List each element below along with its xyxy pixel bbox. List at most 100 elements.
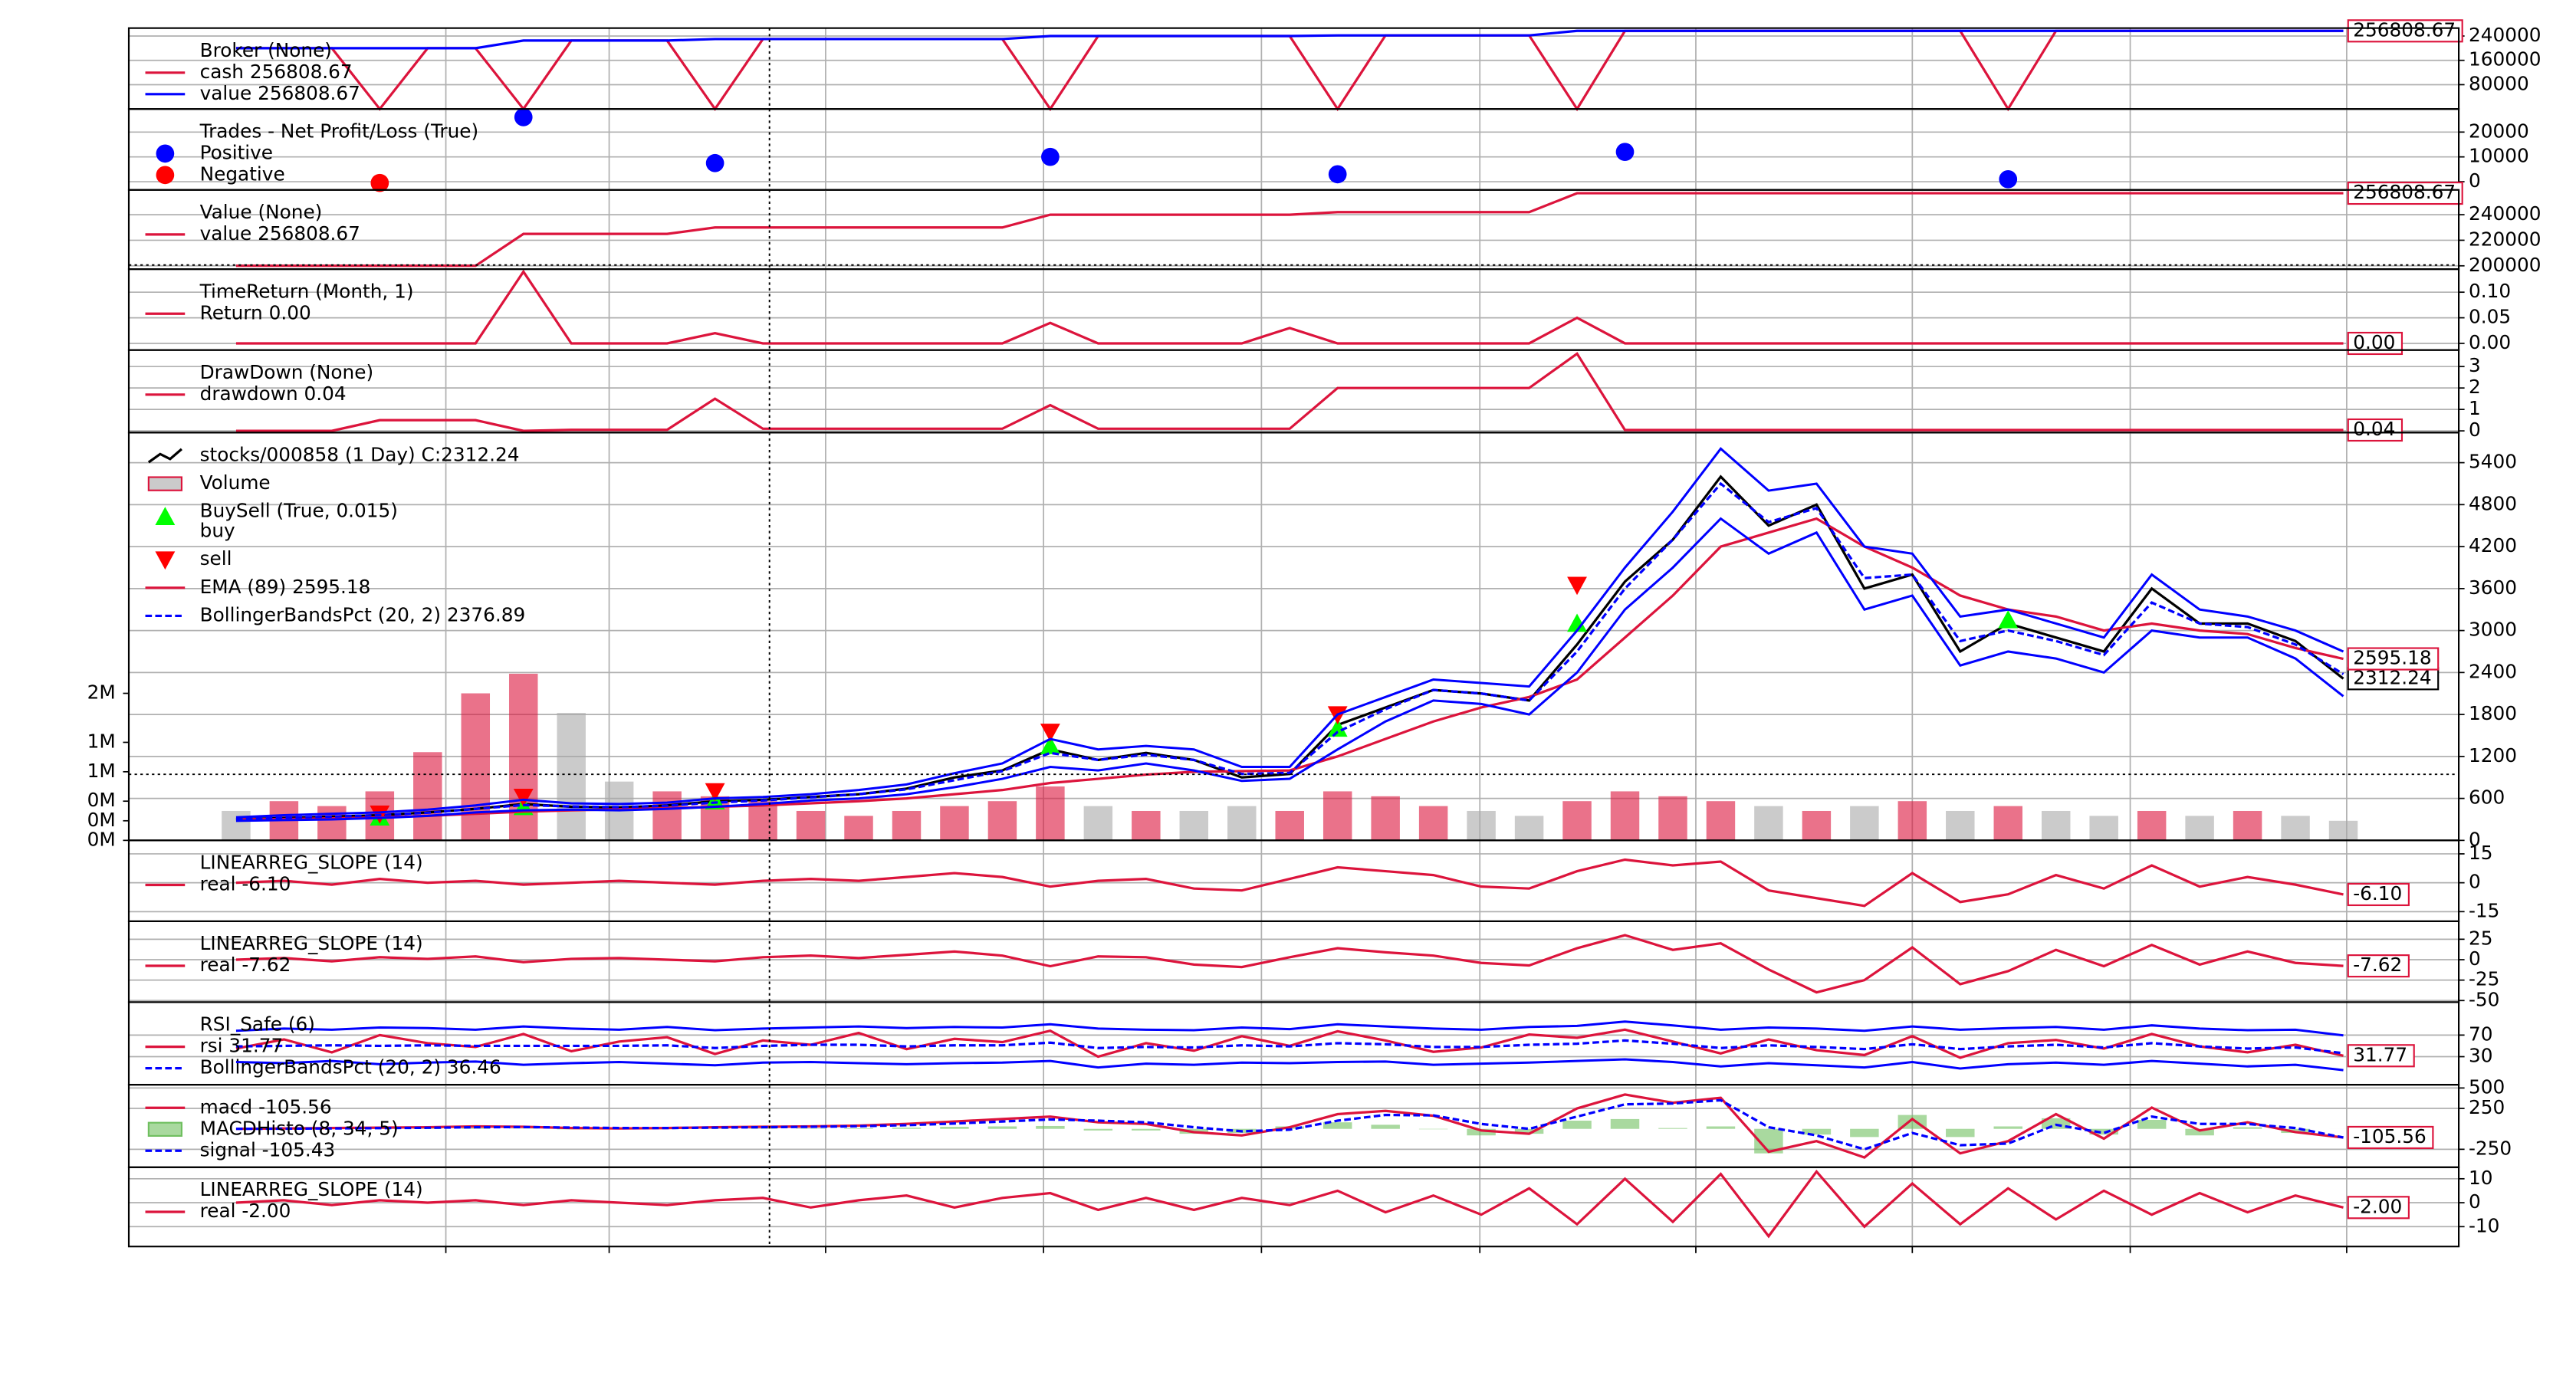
legend-label: Positive (200, 141, 273, 163)
value-label: -105.56 (2353, 1125, 2426, 1147)
bar (413, 752, 442, 841)
y-tick-label: 0 (2469, 169, 2481, 192)
legend-label: EMA (89) 2595.18 (200, 576, 371, 598)
bar (796, 810, 826, 841)
y-tick-label: 250 (2469, 1096, 2505, 1118)
bar (1658, 1128, 1687, 1129)
value-box (2347, 667, 2440, 691)
legend-icon (155, 551, 176, 570)
bar (1946, 810, 1975, 841)
band-upper (235, 1020, 2344, 1037)
y2-tick-label: 2M (87, 681, 116, 704)
bar (1610, 1118, 1640, 1129)
buy-marker (1040, 736, 1060, 754)
bar (748, 801, 777, 841)
bar (1850, 806, 1879, 841)
value-label: -7.62 (2353, 954, 2402, 976)
value-label: -2.00 (2353, 1195, 2402, 1217)
y-tick-label: 3 (2469, 354, 2481, 376)
bar (1802, 1128, 1832, 1135)
bar (2137, 810, 2167, 841)
bar (1706, 801, 1736, 841)
bar (1610, 791, 1640, 841)
y-tick-label: -25 (2469, 968, 2499, 990)
legend-icon (155, 507, 176, 525)
y-tick-label: 10000 (2469, 145, 2529, 167)
y-tick-label: 2400 (2469, 660, 2517, 682)
bar (1754, 806, 1783, 841)
y-tick-label: 0 (2469, 1190, 2481, 1213)
bar (940, 1127, 969, 1129)
bar (1418, 1128, 1448, 1130)
legend-title: Value (None) (200, 201, 323, 223)
bar (1083, 1128, 1113, 1131)
sell-marker (1567, 576, 1587, 596)
value-box (2347, 1125, 2434, 1150)
legend-title: LINEARREG_SLOPE (14) (200, 932, 423, 954)
value-label: 2595.18 (2353, 647, 2431, 669)
legend-icon (147, 448, 182, 464)
y2-tick-label: 0M (87, 809, 116, 831)
band-lower (235, 1058, 2344, 1072)
bar (987, 801, 1017, 841)
dot (370, 173, 389, 192)
legend-title: LINEARREG_SLOPE (14) (200, 852, 423, 874)
bar (1322, 1122, 1352, 1129)
y-tick-label: 0 (2469, 947, 2481, 970)
bar (508, 673, 538, 841)
value-box (2347, 418, 2404, 442)
legend-label: Return 0.00 (200, 301, 311, 323)
y-tick-label: 30 (2469, 1045, 2493, 1067)
bar (557, 713, 586, 841)
y-tick-label: -15 (2469, 899, 2499, 921)
y-tick-label: 25 (2469, 927, 2493, 949)
series-line (235, 269, 2344, 345)
bar (1898, 801, 1927, 841)
y-tick-label: 0.10 (2469, 280, 2511, 302)
y-tick-label: 240000 (2469, 202, 2541, 225)
bar (2137, 1119, 2167, 1129)
bar (892, 810, 922, 841)
legend-label: rsi 31.77 (200, 1035, 284, 1057)
y-tick-label: 70 (2469, 1023, 2493, 1045)
y-tick-label: 0 (2469, 419, 2481, 441)
y-tick-label: 1800 (2469, 702, 2517, 724)
value-box (2347, 882, 2410, 907)
value-label: 31.77 (2353, 1043, 2407, 1065)
y-tick-label: -10 (2469, 1214, 2499, 1236)
bar (844, 1128, 873, 1129)
dot (705, 153, 724, 172)
legend-title: TimeReturn (Month, 1) (199, 280, 414, 302)
bar (1132, 1128, 1161, 1131)
bar (1371, 1124, 1400, 1129)
buy-marker (1567, 613, 1587, 632)
dot (514, 108, 533, 126)
y-tick-label: 2 (2469, 376, 2481, 398)
bar (2281, 816, 2310, 841)
bar (652, 791, 682, 841)
y-tick-label: 220000 (2469, 228, 2541, 250)
y-tick-label: 0 (2469, 828, 2481, 850)
bar (1036, 786, 1065, 841)
bar (748, 1128, 777, 1129)
y-tick-label: 10 (2469, 1167, 2493, 1189)
bar (1562, 801, 1592, 841)
y-tick-label: 4800 (2469, 492, 2517, 514)
band-upper (235, 447, 2344, 819)
legend-label: cash 256808.67 (200, 61, 353, 83)
legend-group: BuySell (True, 0.015) (200, 500, 398, 522)
value-box (2347, 954, 2410, 978)
y-tick-label: 20000 (2469, 120, 2529, 142)
dot (1615, 143, 1635, 162)
y-tick-label: 0.05 (2469, 306, 2511, 328)
y-tick-label: 15 (2469, 842, 2493, 864)
y-tick-label: 3600 (2469, 576, 2517, 599)
bar (1850, 1128, 1879, 1138)
value-label: 256808.67 (2353, 181, 2456, 203)
y-tick-label: 4200 (2469, 534, 2517, 556)
bar (1658, 796, 1687, 841)
y-tick-label: 0.00 (2469, 331, 2511, 353)
sell-marker (1040, 724, 1060, 742)
